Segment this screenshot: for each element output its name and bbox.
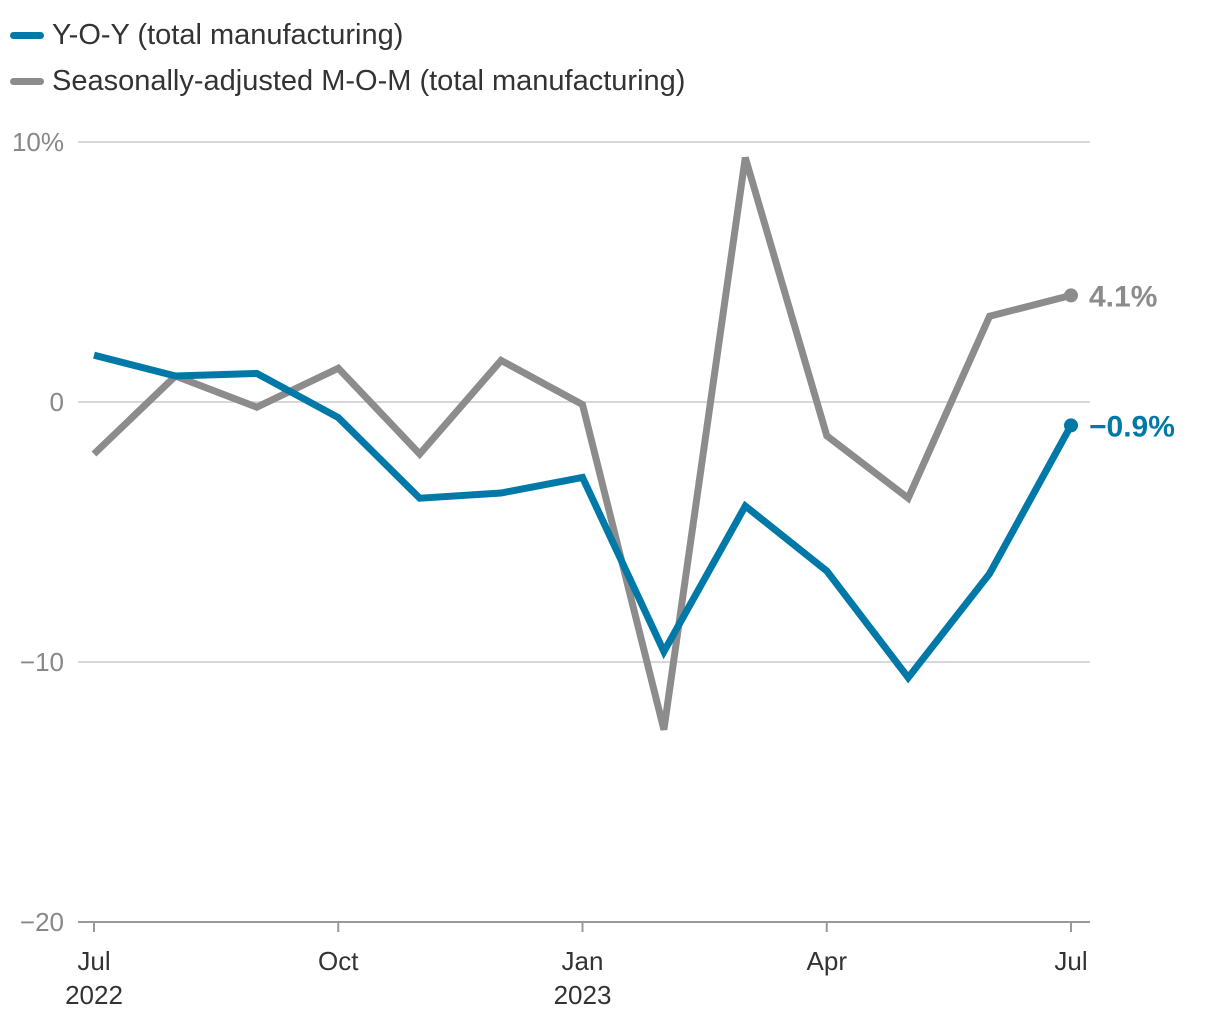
y-tick-label-0: 10%: [12, 127, 64, 157]
x-tick-label-3: Apr: [807, 946, 848, 976]
x-tick-year-2: 2023: [554, 980, 612, 1010]
x-tick-label-0: Jul: [77, 946, 110, 976]
legend-item-yoy[interactable]: Y-O-Y (total manufacturing): [10, 12, 685, 58]
end-point-mom: [1064, 288, 1078, 303]
y-tick-label-3: −20: [20, 907, 64, 937]
end-label-mom: 4.1%: [1089, 280, 1157, 313]
end-label-yoy: −0.9%: [1089, 410, 1175, 443]
y-tick-label-1: 0: [50, 387, 64, 417]
x-tick-label-4: Jul: [1054, 946, 1087, 976]
x-tick-label-2: Jan: [562, 946, 604, 976]
end-point-yoy: [1064, 418, 1078, 433]
legend: Y-O-Y (total manufacturing) Seasonally-a…: [10, 12, 685, 104]
legend-label-yoy: Y-O-Y (total manufacturing): [52, 18, 404, 51]
x-tick-label-1: Oct: [318, 946, 359, 976]
series-line-mom: [91, 156, 1072, 731]
legend-label-mom: Seasonally-adjusted M-O-M (total manufac…: [52, 64, 686, 97]
legend-item-mom[interactable]: Seasonally-adjusted M-O-M (total manufac…: [10, 58, 685, 104]
legend-swatch-yoy: [10, 31, 44, 39]
y-tick-label-2: −10: [20, 647, 64, 677]
series-line-yoy: [93, 351, 1075, 684]
x-tick-year-0: 2022: [65, 980, 123, 1010]
legend-swatch-mom: [10, 77, 44, 85]
